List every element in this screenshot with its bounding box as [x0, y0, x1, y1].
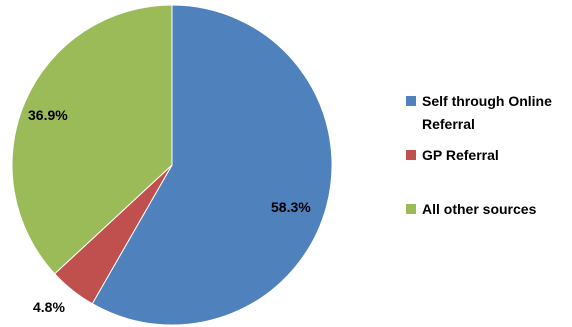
legend-swatch-all-other-sources	[406, 204, 416, 214]
data-labels-layer: 58.3% 4.8% 36.9%	[28, 107, 311, 315]
legend-swatch-gp-referral	[406, 150, 416, 160]
legend-label-all-other-sources: All other sources	[422, 201, 537, 217]
legend: Self through Online Referral GP Referral…	[406, 93, 552, 217]
legend-label-gp-referral: GP Referral	[422, 147, 499, 163]
data-label-all-other-sources: 36.9%	[28, 107, 68, 123]
legend-swatch-self-online-referral	[406, 96, 416, 106]
legend-label-self-online-referral-line2: Referral	[422, 116, 475, 132]
slices-layer	[11, 4, 333, 326]
data-label-self-online-referral: 58.3%	[271, 199, 311, 215]
legend-label-self-online-referral-line1: Self through Online	[422, 93, 552, 109]
pie-slice-all-other-sources	[11, 4, 173, 275]
pie-slice-self-online-referral	[91, 4, 333, 326]
legend-label-self-online-referral-cont: Referral	[422, 116, 475, 132]
legend-label-self-online-referral: Self through Online	[422, 93, 552, 109]
data-label-gp-referral: 4.8%	[33, 299, 65, 315]
